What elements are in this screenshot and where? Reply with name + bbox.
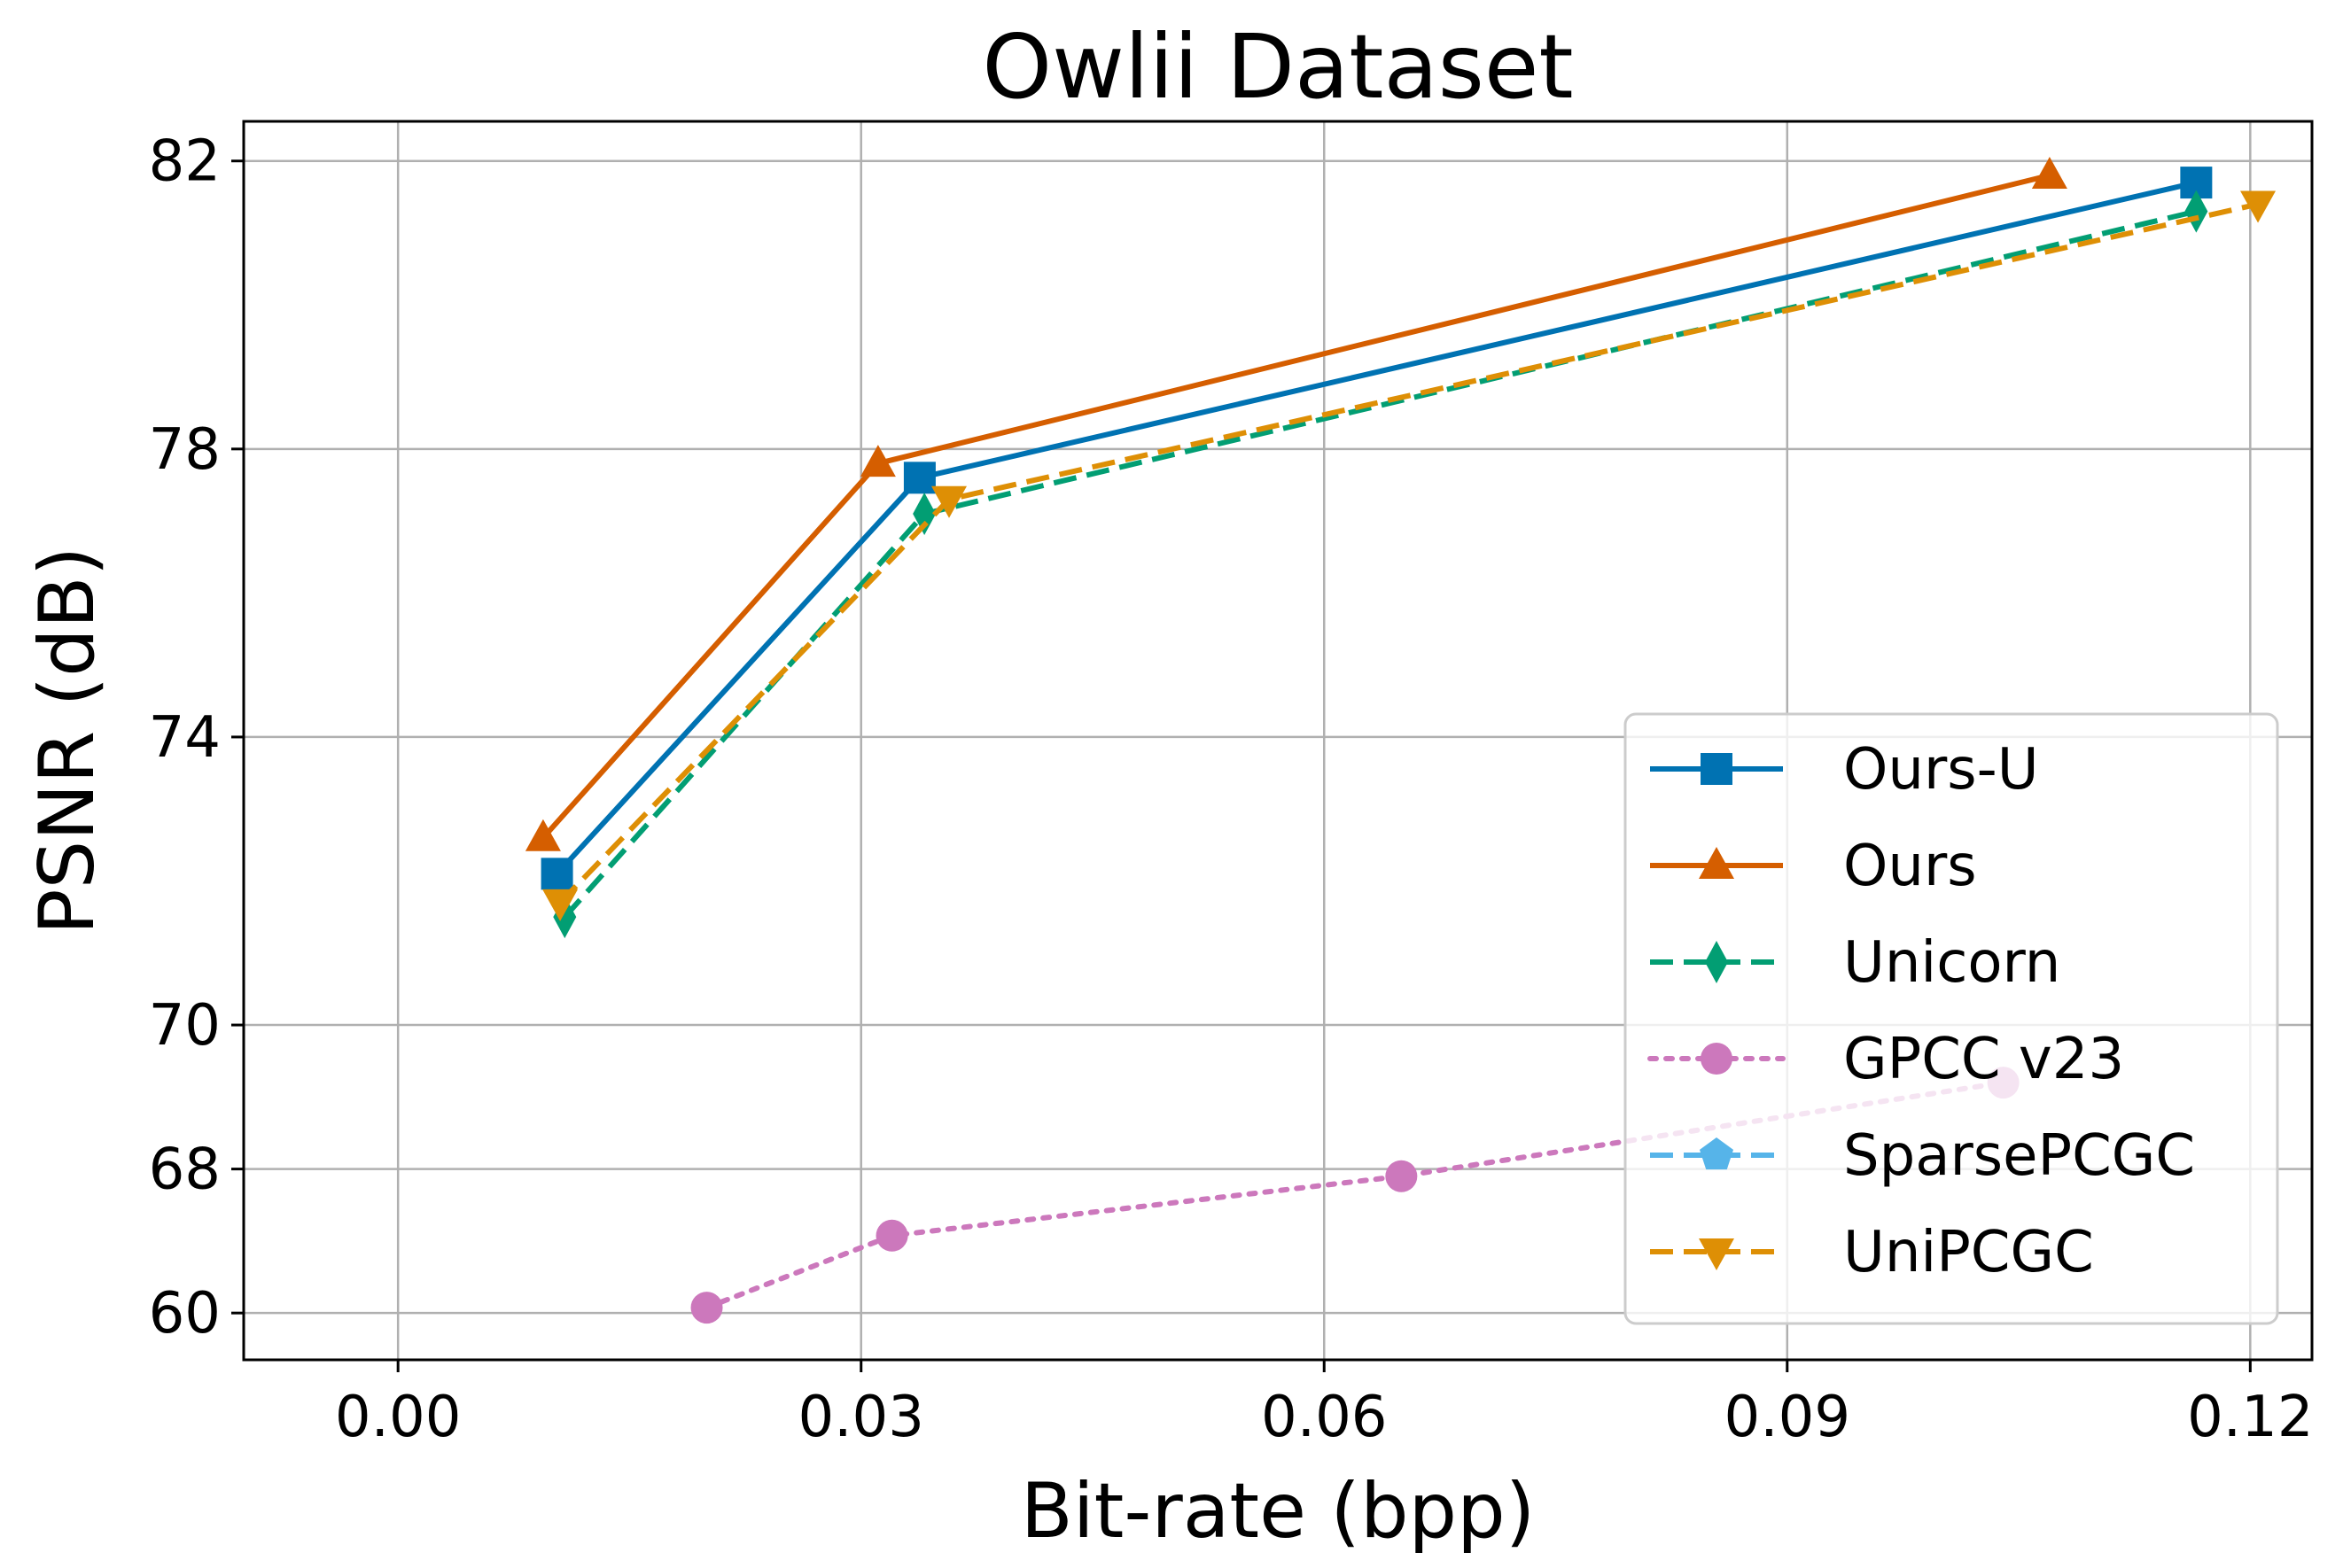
- legend-frame: [1623, 712, 2279, 1325]
- legend-entry-gpcc-v23: GPCC v23: [1647, 1027, 2124, 1092]
- legend-entry-ours: Ours: [1650, 834, 1977, 899]
- ours-point: [2031, 156, 2067, 189]
- unicorn-point: [2184, 190, 2208, 233]
- y-tick-label: 68: [149, 1137, 221, 1203]
- series-ours-u: [541, 167, 2213, 890]
- tick-layer: 0.00 0.03 0.06 0.09 0.12 60 68 70 74 78 82: [149, 129, 2314, 1450]
- x-tick-label: 0.09: [1724, 1385, 1851, 1450]
- gpcc-v23-point: [876, 1219, 908, 1252]
- gpcc-v23-point: [690, 1292, 723, 1324]
- gpcc-v23-point: [1385, 1160, 1418, 1192]
- legend-marker: [1701, 753, 1732, 785]
- legend-label: GPCC v23: [1843, 1027, 2124, 1092]
- x-tick-label: 0.03: [798, 1385, 924, 1450]
- chart-title: Owlii Dataset: [982, 15, 1573, 119]
- legend-marker: [1699, 847, 1734, 879]
- legend-marker: [1705, 941, 1728, 983]
- legend-label: Unicorn: [1843, 930, 2060, 996]
- legend-entry-unipcgc: UniPCGC: [1650, 1220, 2094, 1285]
- y-tick-label: 60: [149, 1281, 221, 1347]
- ours-point: [860, 445, 896, 477]
- ours-u-point: [903, 462, 936, 494]
- ours-point: [525, 819, 561, 851]
- legend: Ours-U Ours Unicorn GPCC v23 SparsePCGC UniPC…: [1623, 712, 2279, 1325]
- series-ours: [525, 156, 2067, 851]
- legend-label: Ours-U: [1843, 737, 2039, 803]
- unicorn-point: [913, 492, 937, 535]
- y-axis-label: PSNR (dB): [23, 547, 112, 935]
- y-tick-label: 70: [149, 993, 221, 1059]
- series-layer: [525, 156, 2277, 1324]
- legend-marker: [1699, 1137, 1734, 1170]
- ours-u-point: [541, 858, 573, 890]
- legend-label: UniPCGC: [1843, 1220, 2094, 1285]
- y-tick-label: 78: [149, 417, 221, 483]
- y-tick-label: 82: [149, 129, 221, 195]
- x-axis-label: Bit-rate (bpp): [1021, 1467, 1536, 1556]
- y-tick-label: 74: [149, 705, 221, 771]
- gpcc-v23-line: [704, 1080, 2006, 1311]
- legend-entry-sparsepcgc: SparsePCGC: [1650, 1123, 2195, 1189]
- x-tick-label: 0.12: [2187, 1385, 2314, 1450]
- legend-label: SparsePCGC: [1843, 1123, 2195, 1189]
- x-tick-label: 0.06: [1261, 1385, 1388, 1450]
- legend-entry-unicorn: Unicorn: [1650, 930, 2060, 996]
- legend-marker: [1699, 1238, 1734, 1270]
- legend-entry-ours-u: Ours-U: [1650, 737, 2039, 803]
- legend-marker: [1701, 1043, 1732, 1075]
- legend-label: Ours: [1843, 834, 1977, 899]
- unipcgc-point: [930, 485, 967, 518]
- x-tick-label: 0.00: [335, 1385, 462, 1450]
- unipcgc-point: [542, 889, 579, 921]
- plot-frame: [242, 120, 2314, 1362]
- series-unipcgc: [542, 190, 2277, 921]
- unipcgc-point: [2240, 190, 2277, 223]
